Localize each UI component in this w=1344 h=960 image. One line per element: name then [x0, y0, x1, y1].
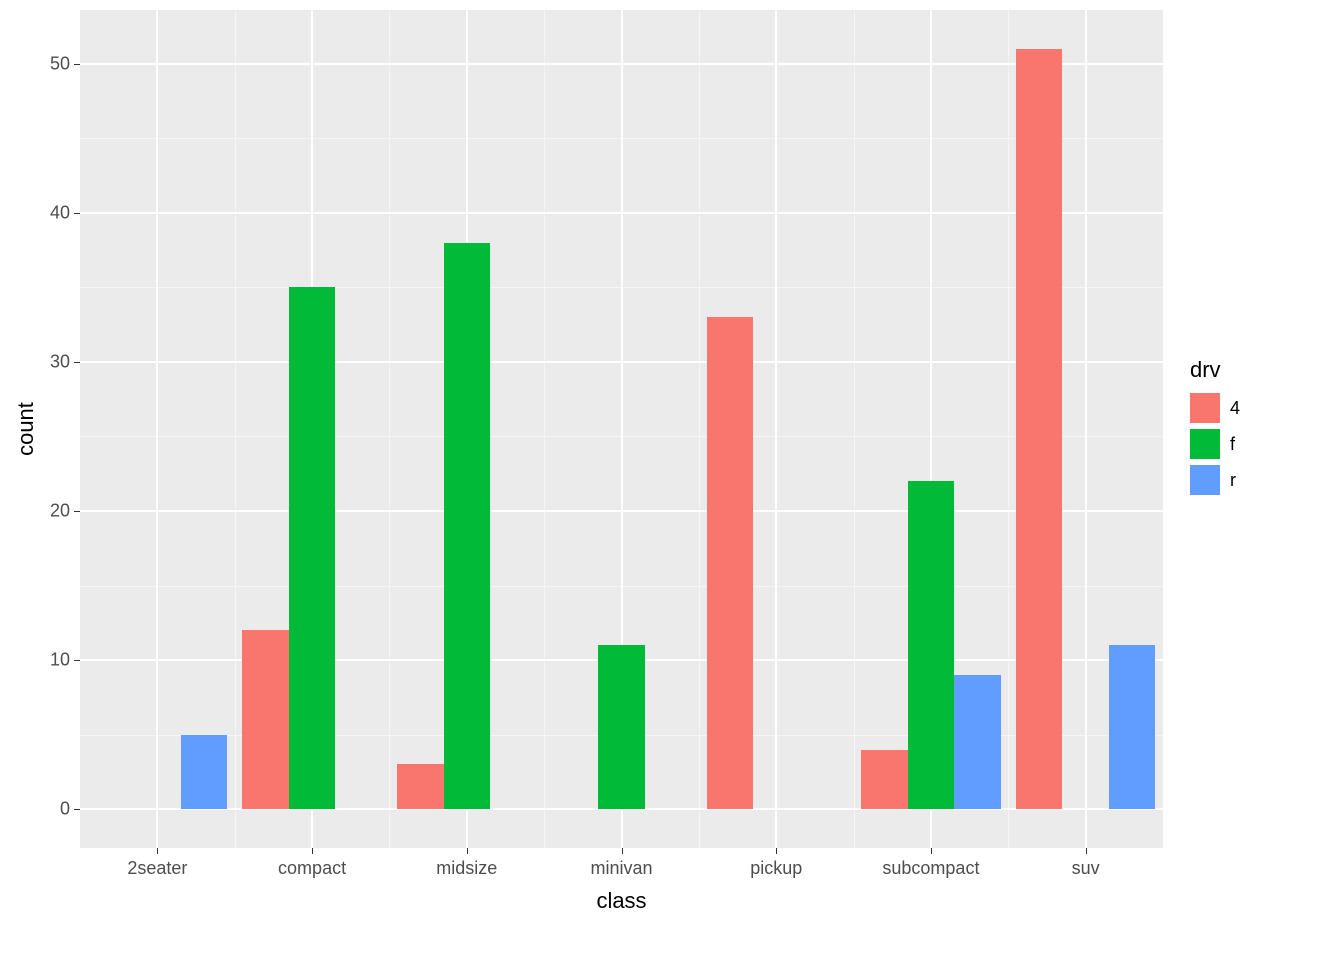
legend-key: [1190, 465, 1220, 495]
x-tick-label: minivan: [590, 858, 652, 879]
bar: [289, 287, 335, 809]
y-tick-mark: [74, 64, 80, 65]
y-tick-label: 30: [50, 351, 70, 372]
legend-label: f: [1230, 434, 1235, 455]
bar: [1109, 645, 1155, 809]
y-tick-mark: [74, 660, 80, 661]
x-tick-label: subcompact: [882, 858, 979, 879]
y-tick-label: 50: [50, 53, 70, 74]
bar: [861, 750, 907, 810]
y-tick-mark: [74, 511, 80, 512]
bar: [397, 764, 443, 809]
y-tick-label: 20: [50, 501, 70, 522]
legend-key: [1190, 429, 1220, 459]
legend: drv 4 fr: [1190, 357, 1240, 501]
x-tick-mark: [776, 848, 777, 854]
bar: [707, 317, 753, 809]
bar: [242, 630, 288, 809]
x-tick-mark: [622, 848, 623, 854]
y-tick-label: 10: [50, 650, 70, 671]
x-axis-title: class: [596, 888, 646, 914]
y-tick-mark: [74, 809, 80, 810]
x-tick-mark: [157, 848, 158, 854]
y-tick-mark: [74, 213, 80, 214]
x-tick-label: pickup: [750, 858, 802, 879]
grid-line-v-minor: [1008, 10, 1009, 848]
y-tick-mark: [74, 362, 80, 363]
bar: [181, 735, 227, 810]
grid-line-v-major: [156, 10, 158, 848]
legend-title: drv: [1190, 357, 1240, 383]
grid-line-v-minor: [699, 10, 700, 848]
y-tick-label: 40: [50, 202, 70, 223]
x-tick-mark: [312, 848, 313, 854]
bar: [1016, 49, 1062, 809]
grid-line-v-minor: [544, 10, 545, 848]
y-axis-title: count: [13, 402, 39, 456]
x-tick-label: suv: [1072, 858, 1100, 879]
legend-item: r: [1190, 465, 1240, 495]
plot-panel: [80, 10, 1163, 848]
x-tick-mark: [1086, 848, 1087, 854]
bar: [598, 645, 644, 809]
x-tick-mark: [931, 848, 932, 854]
x-tick-mark: [467, 848, 468, 854]
grid-line-v-major: [775, 10, 777, 848]
legend-item: f: [1190, 429, 1240, 459]
grid-line-v-minor: [389, 10, 390, 848]
chart-figure: count class drv 4 fr 0 10 20 30 40 50 2seater co…: [0, 0, 1344, 960]
grid-line-v-minor: [854, 10, 855, 848]
bar: [444, 243, 490, 810]
bar: [908, 481, 954, 809]
legend-label: 4: [1230, 398, 1240, 419]
x-tick-label: compact: [278, 858, 346, 879]
x-tick-label: midsize: [436, 858, 497, 879]
grid-line-v-major: [1085, 10, 1087, 848]
legend-key: [1190, 393, 1220, 423]
x-tick-label: 2seater: [127, 858, 187, 879]
legend-item: 4: [1190, 393, 1240, 423]
bar: [954, 675, 1000, 809]
grid-line-v-minor: [235, 10, 236, 848]
legend-label: r: [1230, 470, 1236, 491]
y-tick-label: 0: [60, 799, 70, 820]
